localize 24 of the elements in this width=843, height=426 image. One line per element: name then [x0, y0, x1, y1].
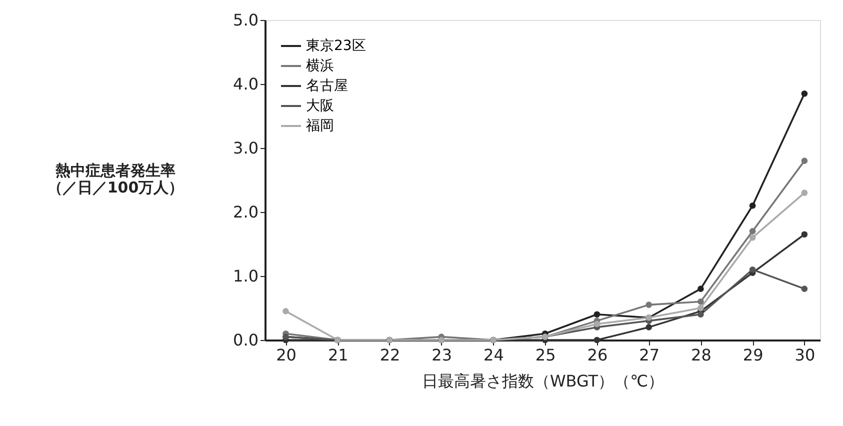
- y-axis-title: 熱中症患者発生率（／日／100万人）: [47, 162, 184, 196]
- legend-label: 横浜: [306, 58, 334, 74]
- x-tick-label: 23: [432, 346, 452, 364]
- y-tick-label: 1.0: [233, 266, 258, 286]
- legend-label: 東京23区: [306, 38, 366, 54]
- x-tick-label: 30: [794, 346, 816, 364]
- x-tick-label: 29: [742, 346, 764, 364]
- x-tick-label: 20: [276, 346, 296, 364]
- x-axis-title: 日最高暑さ指数（WBGT）（℃）: [422, 372, 664, 390]
- x-tick-label: 24: [484, 346, 504, 364]
- legend-label: 福岡: [306, 118, 334, 134]
- y-tick-label: 5.0: [233, 10, 258, 30]
- legend-label: 名古屋: [306, 78, 348, 94]
- y-tick-label: 0.0: [233, 330, 258, 350]
- y-tick-label: 4.0: [233, 74, 258, 94]
- x-tick-label: 27: [639, 346, 660, 364]
- x-tick-label: 21: [328, 346, 348, 364]
- legend-label: 大阪: [306, 98, 334, 114]
- x-tick-label: 22: [380, 346, 400, 364]
- y-tick-label: 2.0: [233, 202, 258, 222]
- x-tick-label: 25: [535, 346, 556, 364]
- x-tick-label: 28: [691, 346, 712, 364]
- y-tick-label: 3.0: [233, 138, 258, 158]
- x-tick-label: 26: [587, 346, 608, 364]
